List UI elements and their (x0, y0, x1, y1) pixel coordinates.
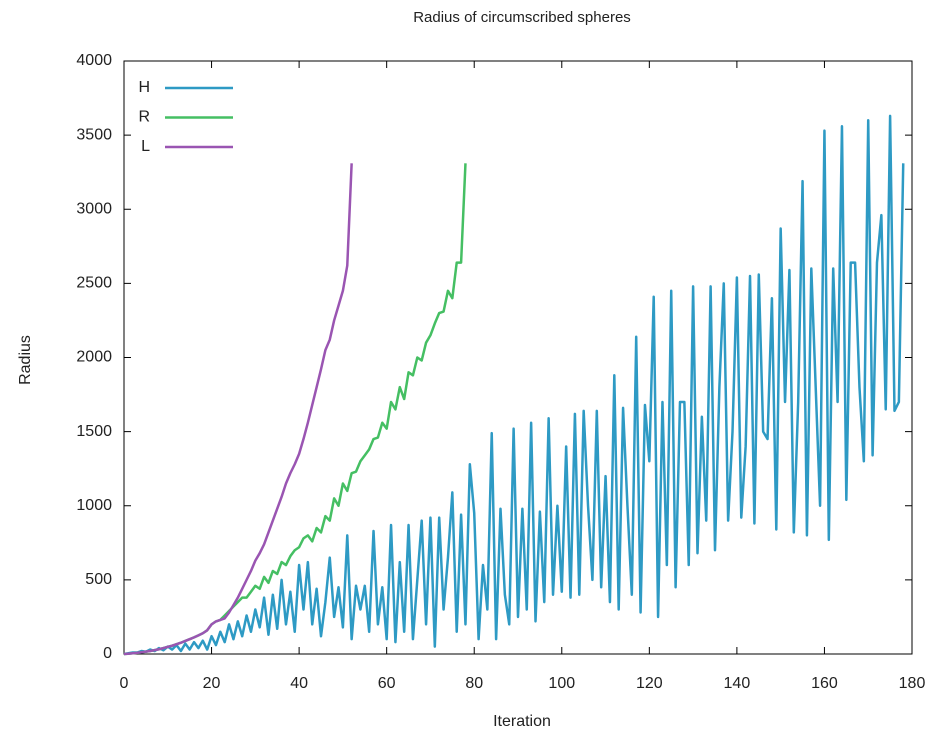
y-tick-label: 1000 (76, 497, 112, 514)
y-tick-label: 3500 (76, 126, 112, 143)
y-tick-label: 500 (85, 571, 112, 588)
y-axis-label: Radius (17, 335, 34, 385)
legend-label: R (138, 109, 150, 126)
chart-title: Radius of circumscribed spheres (413, 9, 631, 26)
data-line (123, 163, 467, 656)
x-tick-label: 40 (290, 675, 308, 692)
x-axis-label: Iteration (493, 713, 551, 730)
legend-label: H (138, 79, 150, 96)
y-tick-label: 1500 (76, 423, 112, 440)
data-line (123, 114, 905, 656)
x-tick-label: 80 (465, 675, 483, 692)
x-tick-label: 180 (899, 675, 926, 692)
data-line (123, 163, 353, 656)
y-tick-label: 2000 (76, 349, 112, 366)
x-tick-label: 60 (378, 675, 396, 692)
x-tick-label: 140 (724, 675, 751, 692)
x-tick-label: 100 (548, 675, 575, 692)
x-tick-label: 20 (203, 675, 221, 692)
y-tick-label: 3000 (76, 200, 112, 217)
x-tick-label: 0 (120, 675, 129, 692)
y-tick-label: 0 (103, 645, 112, 662)
x-tick-label: 160 (811, 675, 838, 692)
legend-label: L (141, 138, 150, 155)
x-tick-label: 120 (636, 675, 663, 692)
y-tick-label: 2500 (76, 275, 112, 292)
y-tick-label: 4000 (76, 52, 112, 69)
